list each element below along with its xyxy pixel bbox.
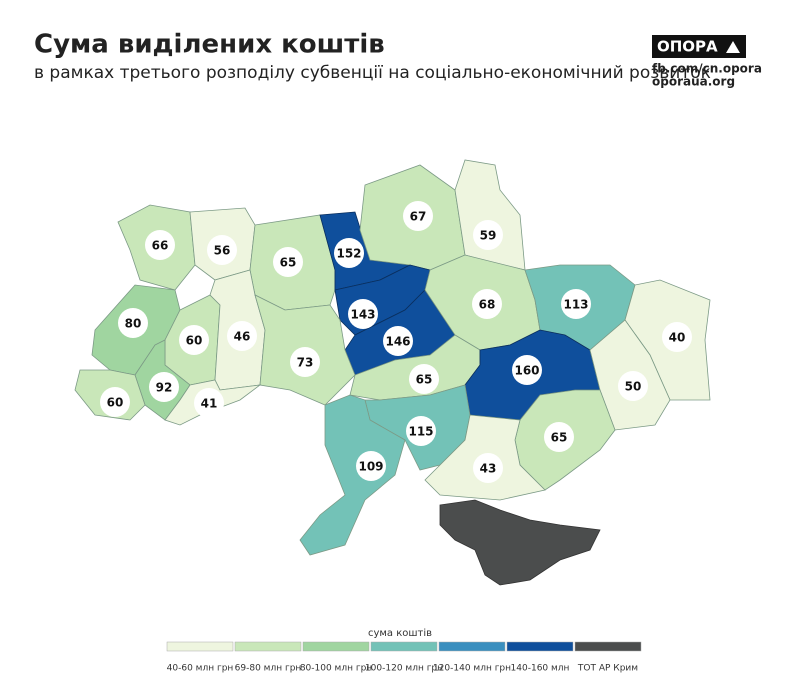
legend-label: 100-120 млн грн — [365, 664, 443, 674]
legend-label: 80-100 млн грн — [300, 664, 372, 674]
value-badge — [406, 416, 436, 446]
region-value: 41 — [201, 397, 218, 411]
value-badge — [356, 451, 386, 481]
region-value: 60 — [107, 396, 124, 410]
value-badge — [290, 347, 320, 377]
region-value: 46 — [234, 330, 251, 344]
region-value: 73 — [297, 356, 314, 370]
legend-title: сума коштів — [368, 627, 432, 639]
legend-label: 120-140 млн грн — [433, 664, 511, 674]
legend-label: 140-160 млн — [511, 664, 570, 674]
region-value: 92 — [156, 381, 173, 395]
value-badge — [100, 387, 130, 417]
legend-label: 69-80 млн грн — [235, 664, 302, 674]
legend-label: ТОТ АР Крим — [577, 664, 638, 674]
value-badge — [348, 299, 378, 329]
value-badge — [473, 453, 503, 483]
logo: ОПОРА — [657, 38, 718, 56]
value-badge — [118, 308, 148, 338]
value-badge — [145, 230, 175, 260]
logo-box — [652, 35, 746, 58]
region-value: 50 — [625, 380, 642, 394]
region-value: 66 — [152, 239, 169, 253]
legend-swatch — [234, 641, 302, 652]
region — [299, 394, 406, 556]
value-badge — [472, 289, 502, 319]
region-value: 67 — [410, 210, 427, 224]
link: oporaua.org — [652, 75, 735, 89]
value-badge — [403, 201, 433, 231]
region-value: 80 — [125, 317, 142, 331]
region-value: 65 — [551, 431, 568, 445]
value-badge — [334, 238, 364, 268]
region-value: 152 — [336, 247, 361, 261]
value-badge — [561, 289, 591, 319]
legend-swatch — [302, 641, 370, 652]
region-value: 109 — [358, 460, 383, 474]
region-value: 43 — [480, 462, 497, 476]
crimea — [439, 499, 601, 586]
region-value: 160 — [514, 364, 539, 378]
region-value: 68 — [479, 298, 496, 312]
value-badge — [409, 364, 439, 394]
title: Сума виділених коштів — [34, 30, 385, 60]
region-value: 143 — [350, 308, 375, 322]
subtitle: в рамках третього розподілу субвенції на… — [34, 63, 711, 83]
region-value: 60 — [186, 334, 203, 348]
region — [454, 159, 526, 271]
value-badge — [383, 326, 413, 356]
region-value: 113 — [563, 298, 588, 312]
value-badge — [473, 220, 503, 250]
value-badge — [179, 325, 209, 355]
region-value: 65 — [416, 373, 433, 387]
legend-label: 40-60 млн грн — [167, 664, 234, 674]
value-badge — [227, 321, 257, 351]
value-badge — [194, 388, 224, 418]
region-value: 56 — [214, 244, 231, 258]
region-value: 146 — [385, 335, 410, 349]
region-value: 40 — [669, 331, 686, 345]
link: fb.com/cn.opora — [652, 62, 762, 76]
value-badge — [544, 422, 574, 452]
logo-icon — [726, 41, 740, 53]
region-value: 115 — [408, 425, 433, 439]
value-badge — [149, 372, 179, 402]
legend-swatch — [574, 641, 642, 652]
legend-swatch — [438, 641, 506, 652]
legend-swatch — [506, 641, 574, 652]
value-badge — [512, 355, 542, 385]
value-badge — [207, 235, 237, 265]
region-value: 65 — [280, 256, 297, 270]
legend-swatch — [166, 641, 234, 652]
value-badge — [618, 371, 648, 401]
legend-swatch — [370, 641, 438, 652]
value-badge — [273, 247, 303, 277]
region-value: 59 — [480, 229, 497, 243]
value-badge — [662, 322, 692, 352]
